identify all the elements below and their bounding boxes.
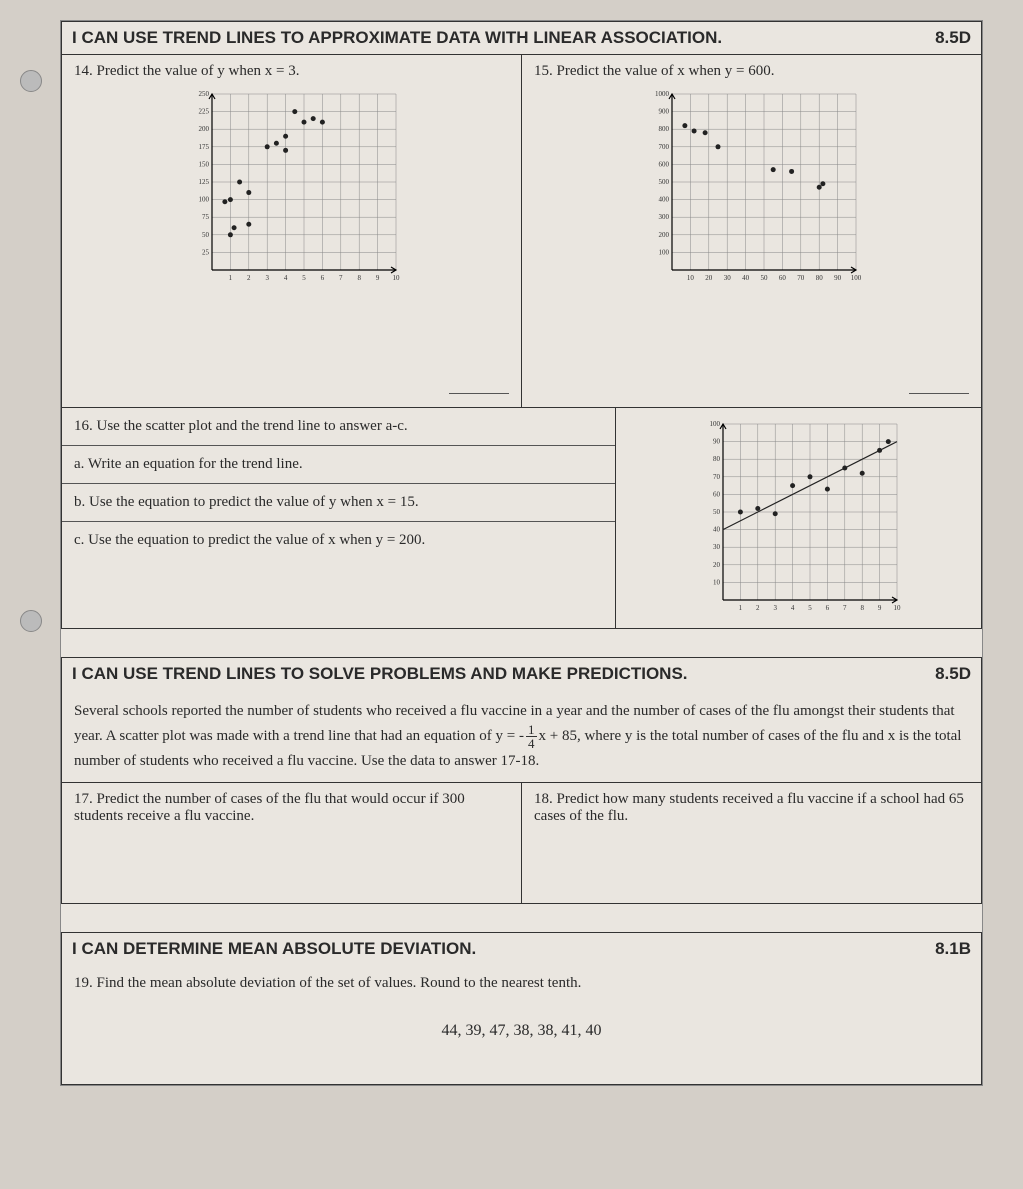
q15-text: 15. Predict the value of x when y = 600.	[534, 63, 969, 80]
section1-standard: 8.5D	[935, 28, 971, 48]
svg-text:40: 40	[713, 526, 721, 534]
svg-text:5: 5	[809, 604, 813, 612]
svg-text:50: 50	[202, 231, 210, 239]
svg-text:4: 4	[283, 274, 287, 282]
section3-standard: 8.1B	[935, 939, 971, 959]
svg-text:600: 600	[658, 160, 669, 168]
svg-text:900: 900	[658, 108, 669, 116]
q16-c: c. Use the equation to predict the value…	[62, 522, 615, 559]
svg-text:1000: 1000	[655, 90, 670, 98]
svg-text:100: 100	[658, 248, 669, 256]
svg-text:700: 700	[658, 143, 669, 151]
svg-text:80: 80	[815, 274, 823, 282]
svg-text:60: 60	[778, 274, 786, 282]
svg-text:50: 50	[713, 508, 721, 516]
q19-text: 19. Find the mean absolute deviation of …	[74, 975, 969, 992]
q16-intro: 16. Use the scatter plot and the trend l…	[62, 408, 615, 446]
q14-answer-line	[449, 378, 509, 394]
svg-text:300: 300	[658, 213, 669, 221]
svg-text:6: 6	[826, 604, 830, 612]
svg-text:1: 1	[739, 604, 743, 612]
q14-text: 14. Predict the value of y when x = 3.	[74, 63, 509, 80]
q19-values: 44, 39, 47, 38, 38, 41, 40	[74, 1022, 969, 1040]
row-q16: 16. Use the scatter plot and the trend l…	[61, 408, 982, 629]
svg-text:150: 150	[198, 160, 209, 168]
q14-chart-wrap: 1 2 3 4 5 6 7 8 9 10 25 50 75 100 125 150 175 200 225 250	[74, 88, 509, 288]
svg-text:3: 3	[265, 274, 269, 282]
q16-a: a. Write an equation for the trend line.	[62, 446, 615, 484]
svg-text:60: 60	[713, 490, 721, 498]
q15-answer-line	[909, 378, 969, 394]
svg-text:90: 90	[834, 274, 842, 282]
q18-cell: 18. Predict how many students received a…	[522, 783, 981, 903]
section1-header: I CAN USE TREND LINES TO APPROXIMATE DAT…	[61, 21, 982, 54]
q15-chart: 10 20 30 40 50 60 70 80 90 100 100 200 300 400 500 600 7…	[642, 88, 862, 288]
svg-text:5: 5	[302, 274, 306, 282]
svg-text:7: 7	[843, 604, 847, 612]
q19-cell: 19. Find the mean absolute deviation of …	[61, 965, 982, 1085]
q14-chart: 1 2 3 4 5 6 7 8 9 10 25 50 75 100 125 150 175 200 225 250	[182, 88, 402, 288]
svg-text:250: 250	[198, 90, 209, 98]
svg-text:8: 8	[357, 274, 361, 282]
svg-text:50: 50	[760, 274, 768, 282]
svg-text:225: 225	[198, 108, 209, 116]
svg-text:25: 25	[202, 248, 210, 256]
q15-chart-wrap: 10 20 30 40 50 60 70 80 90 100 100 200 300 400 500 600 7…	[534, 88, 969, 288]
svg-text:10: 10	[392, 274, 400, 282]
svg-text:100: 100	[198, 196, 209, 204]
svg-text:10: 10	[894, 604, 902, 612]
svg-text:70: 70	[797, 274, 805, 282]
svg-text:500: 500	[658, 178, 669, 186]
svg-text:9: 9	[878, 604, 882, 612]
row-q17-q18: 17. Predict the number of cases of the f…	[61, 783, 982, 904]
svg-text:7: 7	[339, 274, 343, 282]
svg-text:80: 80	[713, 455, 721, 463]
svg-text:1: 1	[228, 274, 232, 282]
svg-text:400: 400	[658, 196, 669, 204]
svg-text:100: 100	[710, 420, 721, 428]
q16-b: b. Use the equation to predict the value…	[62, 484, 615, 522]
section3-title: I CAN DETERMINE MEAN ABSOLUTE DEVIATION.	[72, 939, 476, 959]
section2-title: I CAN USE TREND LINES TO SOLVE PROBLEMS …	[72, 664, 688, 684]
svg-text:20: 20	[713, 561, 721, 569]
svg-text:9: 9	[375, 274, 379, 282]
svg-text:30: 30	[723, 274, 731, 282]
intro2-fraction: 14	[526, 723, 537, 750]
svg-text:8: 8	[861, 604, 865, 612]
worksheet-page: I CAN USE TREND LINES TO APPROXIMATE DAT…	[60, 20, 983, 1086]
q17-cell: 17. Predict the number of cases of the f…	[62, 783, 522, 903]
svg-text:2: 2	[756, 604, 760, 612]
svg-text:10: 10	[686, 274, 694, 282]
svg-text:3: 3	[774, 604, 778, 612]
q14-cell: 14. Predict the value of y when x = 3. 1…	[62, 55, 522, 407]
svg-text:800: 800	[658, 125, 669, 133]
section2-header: I CAN USE TREND LINES TO SOLVE PROBLEMS …	[61, 657, 982, 690]
section1-title: I CAN USE TREND LINES TO APPROXIMATE DAT…	[72, 28, 722, 48]
intro2-box: Several schools reported the number of s…	[61, 690, 982, 783]
svg-text:75: 75	[202, 213, 210, 221]
svg-text:4: 4	[791, 604, 795, 612]
q15-cell: 15. Predict the value of x when y = 600.…	[522, 55, 981, 407]
row-q14-q15: 14. Predict the value of y when x = 3. 1…	[61, 54, 982, 408]
svg-text:70: 70	[713, 473, 721, 481]
svg-text:20: 20	[705, 274, 713, 282]
svg-text:200: 200	[198, 125, 209, 133]
section3-header: I CAN DETERMINE MEAN ABSOLUTE DEVIATION.…	[61, 932, 982, 965]
svg-text:30: 30	[713, 543, 721, 551]
svg-text:200: 200	[658, 231, 669, 239]
svg-text:90: 90	[713, 438, 721, 446]
q16-left: 16. Use the scatter plot and the trend l…	[62, 408, 615, 628]
svg-text:175: 175	[198, 143, 209, 151]
q16-chart: 1 2 3 4 5 6 7 8 9 10 10 20 30 40 50 60 70 80 90 100	[693, 418, 903, 618]
svg-text:6: 6	[320, 274, 324, 282]
svg-text:40: 40	[742, 274, 750, 282]
svg-text:10: 10	[713, 578, 721, 586]
q17-text: 17. Predict the number of cases of the f…	[74, 791, 509, 825]
section2-standard: 8.5D	[935, 664, 971, 684]
svg-text:2: 2	[247, 274, 251, 282]
svg-text:100: 100	[850, 274, 861, 282]
svg-text:125: 125	[198, 178, 209, 186]
q18-text: 18. Predict how many students received a…	[534, 791, 969, 825]
q16-chart-cell: 1 2 3 4 5 6 7 8 9 10 10 20 30 40 50 60 70 80 90 100	[615, 408, 981, 628]
